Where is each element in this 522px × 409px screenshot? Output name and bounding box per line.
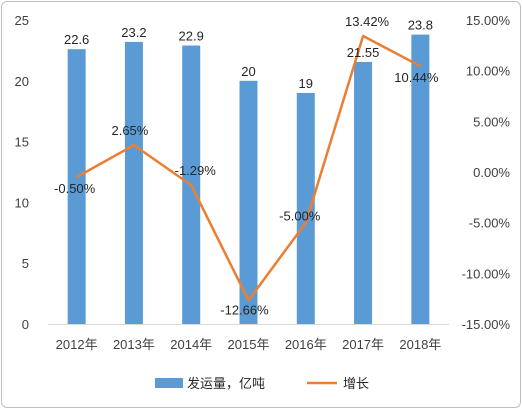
category-label: 2015年 xyxy=(228,337,270,352)
bar-value-label: 23.2 xyxy=(121,25,146,40)
left-axis-tick: 10 xyxy=(15,195,29,210)
bar-5 xyxy=(354,61,373,325)
legend-bar-swatch xyxy=(155,378,183,388)
category-label: 2013年 xyxy=(113,337,155,352)
growth-value-label: -12.66% xyxy=(220,302,269,317)
right-axis-tick: 10.00% xyxy=(466,64,511,79)
category-label: 2017年 xyxy=(342,337,384,352)
bar-0 xyxy=(67,49,86,325)
left-axis-tick: 5 xyxy=(22,256,29,271)
bar-value-label: 22.6 xyxy=(64,32,89,47)
right-axis-tick: 5.00% xyxy=(473,114,510,129)
bar-3 xyxy=(239,80,258,324)
bar-value-label: 20 xyxy=(241,64,255,79)
left-axis-tick: 15 xyxy=(15,135,29,150)
right-axis-tick: -15.00% xyxy=(462,317,511,332)
category-label: 2014年 xyxy=(170,337,212,352)
bar-value-label: 19 xyxy=(299,76,313,91)
legend-line-label: 增长 xyxy=(343,376,369,391)
left-axis-tick: 25 xyxy=(15,13,29,28)
growth-value-label: -0.50% xyxy=(54,181,96,196)
left-axis-tick: 0 xyxy=(22,317,29,332)
bar-value-label: 22.9 xyxy=(179,29,204,44)
right-axis-tick: -5.00% xyxy=(469,216,511,231)
right-axis-tick: 15.00% xyxy=(466,13,511,28)
category-label: 2018年 xyxy=(399,337,441,352)
growth-line xyxy=(75,34,421,302)
growth-value-label: 2.65% xyxy=(111,123,148,138)
bar-4 xyxy=(296,92,315,325)
growth-value-label: -1.29% xyxy=(175,163,217,178)
bar-value-label: 23.8 xyxy=(408,18,433,33)
legend-bar-label: 发运量，亿吨 xyxy=(187,376,265,391)
bar-6 xyxy=(411,34,430,324)
growth-value-label: 13.42% xyxy=(345,14,390,29)
right-axis-tick: 0.00% xyxy=(473,165,510,180)
left-axis-tick: 20 xyxy=(15,74,29,89)
right-axis-tick: -10.00% xyxy=(462,266,511,281)
growth-value-label: 10.44% xyxy=(394,70,439,85)
bar-1 xyxy=(124,41,143,324)
growth-value-label: -5.00% xyxy=(279,209,321,224)
category-label: 2016年 xyxy=(285,337,327,352)
category-label: 2012年 xyxy=(56,337,98,352)
bar-value-label: 21.55 xyxy=(347,45,380,60)
